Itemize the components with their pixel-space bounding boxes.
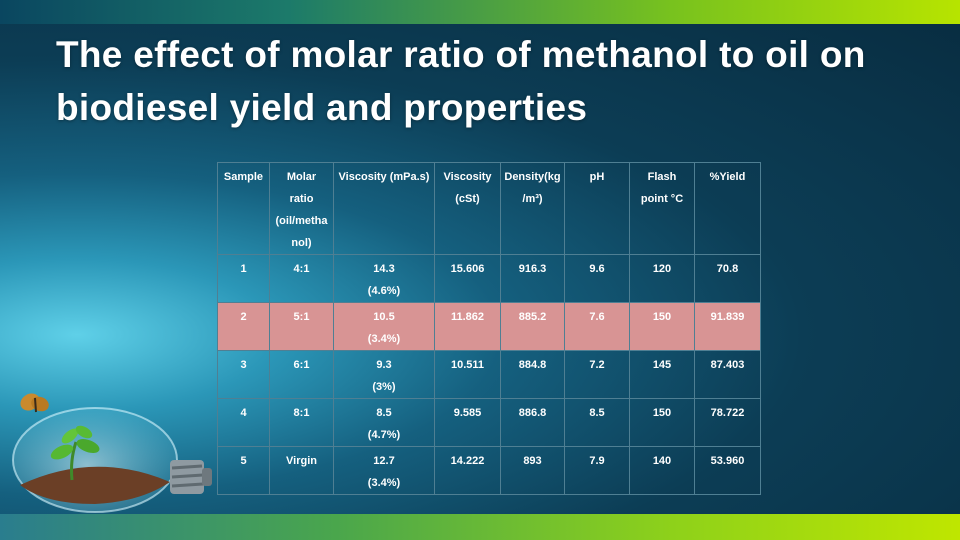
header-density: Density(kg /m³) bbox=[500, 162, 565, 255]
properties-table: Sample Molar ratio (oil/metha nol) Visco… bbox=[217, 162, 761, 495]
cell-ratio: Virgin bbox=[269, 446, 334, 495]
header-yield: %Yield bbox=[694, 162, 761, 255]
light-bulb-icon bbox=[12, 393, 212, 513]
top-accent-bar bbox=[0, 0, 960, 24]
cell-density: 893 bbox=[500, 446, 565, 495]
cell-density: 886.8 bbox=[500, 398, 565, 447]
cell-ratio: 6:1 bbox=[269, 350, 334, 399]
cell-ph: 7.9 bbox=[564, 446, 630, 495]
cell-sample: 2 bbox=[217, 302, 270, 351]
butterfly-icon bbox=[20, 393, 49, 413]
cell-yield: 87.403 bbox=[694, 350, 761, 399]
cell-flash-point: 145 bbox=[629, 350, 695, 399]
header-sample: Sample bbox=[217, 162, 270, 255]
header-ph: pH bbox=[564, 162, 630, 255]
cell-density: 884.8 bbox=[500, 350, 565, 399]
cell-ratio: 4:1 bbox=[269, 254, 334, 303]
header-viscosity-mpas: Viscosity (mPa.s) bbox=[333, 162, 435, 255]
cell-viscosity-cst: 15.606 bbox=[434, 254, 501, 303]
cell-yield: 53.960 bbox=[694, 446, 761, 495]
cell-density: 885.2 bbox=[500, 302, 565, 351]
cell-viscosity-mpas: 9.3 (3%) bbox=[333, 350, 435, 399]
table-row: 5 Virgin 12.7 (3.4%) 14.222 893 7.9 140 … bbox=[217, 446, 761, 495]
cell-flash-point: 120 bbox=[629, 254, 695, 303]
cell-viscosity-cst: 9.585 bbox=[434, 398, 501, 447]
cell-flash-point: 150 bbox=[629, 398, 695, 447]
cell-flash-point: 140 bbox=[629, 446, 695, 495]
cell-yield: 91.839 bbox=[694, 302, 761, 351]
cell-yield: 78.722 bbox=[694, 398, 761, 447]
cell-flash-point: 150 bbox=[629, 302, 695, 351]
cell-viscosity-cst: 10.511 bbox=[434, 350, 501, 399]
cell-yield: 70.8 bbox=[694, 254, 761, 303]
cell-ratio: 5:1 bbox=[269, 302, 334, 351]
cell-ratio: 8:1 bbox=[269, 398, 334, 447]
cell-viscosity-mpas: 10.5 (3.4%) bbox=[333, 302, 435, 351]
cell-sample: 4 bbox=[217, 398, 270, 447]
table-row: 4 8:1 8.5 (4.7%) 9.585 886.8 8.5 150 78.… bbox=[217, 398, 761, 447]
properties-table-container: Sample Molar ratio (oil/metha nol) Visco… bbox=[217, 162, 761, 495]
cell-viscosity-mpas: 14.3 (4.6%) bbox=[333, 254, 435, 303]
table-row-highlighted: 2 5:1 10.5 (3.4%) 11.862 885.2 7.6 150 9… bbox=[217, 302, 761, 351]
cell-sample: 5 bbox=[217, 446, 270, 495]
cell-ph: 8.5 bbox=[564, 398, 630, 447]
cell-sample: 1 bbox=[217, 254, 270, 303]
table-header-row: Sample Molar ratio (oil/metha nol) Visco… bbox=[217, 162, 761, 255]
cell-density: 916.3 bbox=[500, 254, 565, 303]
table-row: 3 6:1 9.3 (3%) 10.511 884.8 7.2 145 87.4… bbox=[217, 350, 761, 399]
cell-ph: 7.6 bbox=[564, 302, 630, 351]
header-molar-ratio: Molar ratio (oil/metha nol) bbox=[269, 162, 334, 255]
cell-viscosity-cst: 11.862 bbox=[434, 302, 501, 351]
sprout-icon bbox=[50, 425, 100, 481]
bottom-accent-bar bbox=[0, 514, 960, 540]
bulb-base-icon bbox=[170, 460, 212, 494]
cell-ph: 9.6 bbox=[564, 254, 630, 303]
cell-ph: 7.2 bbox=[564, 350, 630, 399]
header-viscosity-cst: Viscosity (cSt) bbox=[434, 162, 501, 255]
cell-viscosity-mpas: 8.5 (4.7%) bbox=[333, 398, 435, 447]
slide-title: The effect of molar ratio of methanol to… bbox=[56, 34, 866, 128]
cell-viscosity-mpas: 12.7 (3.4%) bbox=[333, 446, 435, 495]
cell-sample: 3 bbox=[217, 350, 270, 399]
header-flash-point: Flash point °C bbox=[629, 162, 695, 255]
cell-viscosity-cst: 14.222 bbox=[434, 446, 501, 495]
table-row: 1 4:1 14.3 (4.6%) 15.606 916.3 9.6 120 7… bbox=[217, 254, 761, 303]
